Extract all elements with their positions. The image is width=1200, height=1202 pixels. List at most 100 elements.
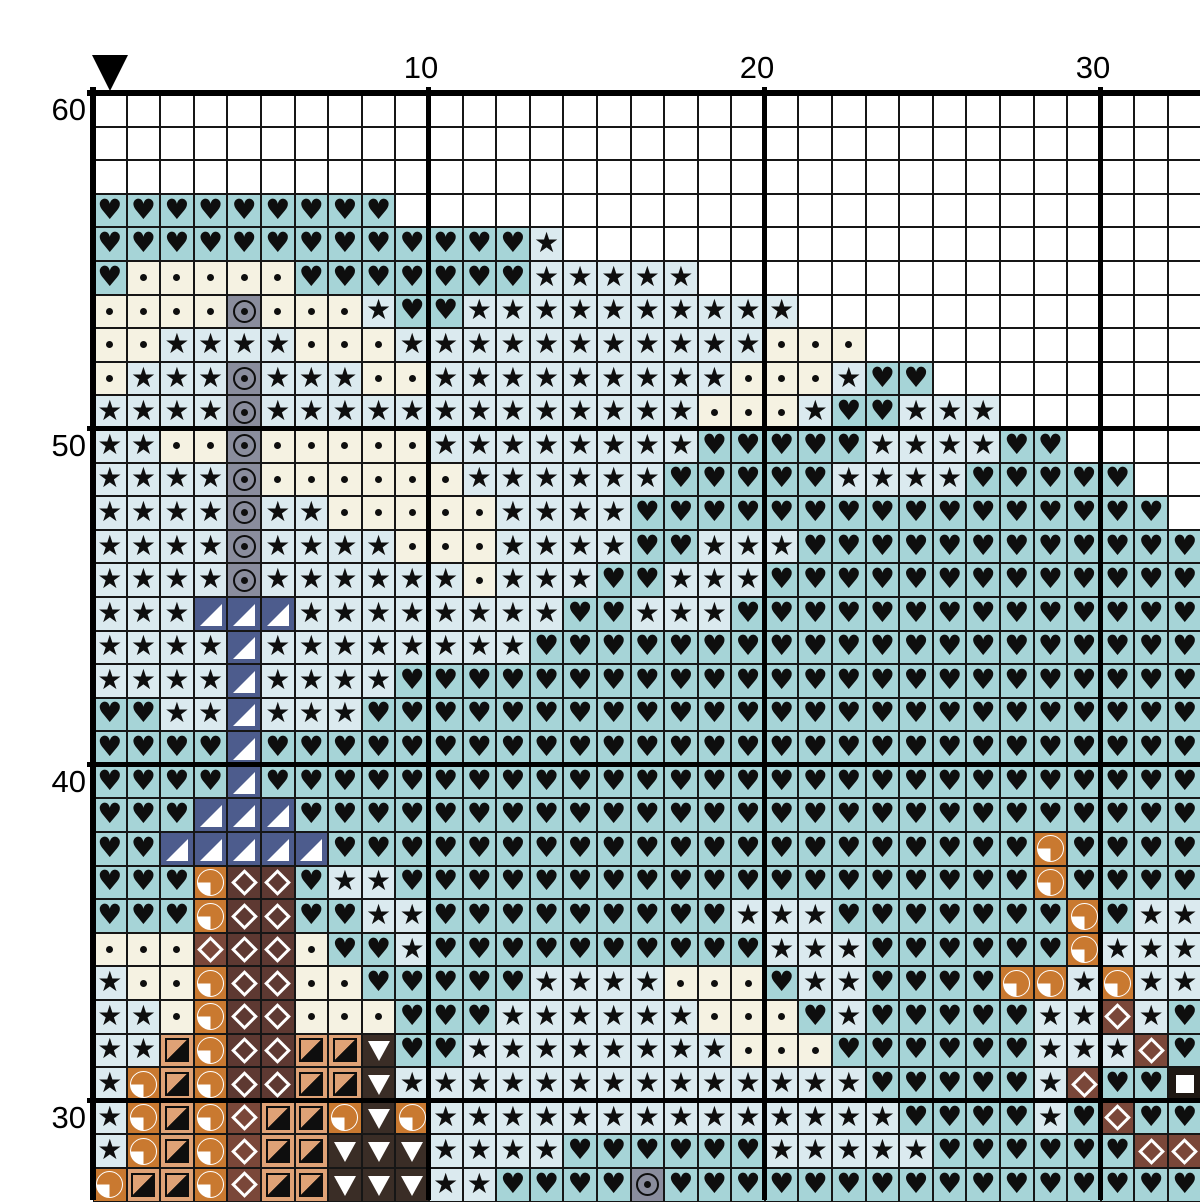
heart-symbol-icon: ♥ bbox=[567, 832, 593, 864]
stitch-cell-star: ★ bbox=[126, 1000, 161, 1034]
stitch-cell-star: ★ bbox=[697, 328, 732, 362]
stitch-cell-empty bbox=[1100, 328, 1135, 362]
quarter-circle-symbol-icon bbox=[1003, 969, 1031, 997]
quarter-circle-symbol-icon bbox=[129, 1104, 157, 1132]
stitch-cell-empty bbox=[798, 93, 833, 127]
stitch-cell-star: ★ bbox=[160, 361, 194, 396]
heart-symbol-icon: ♥ bbox=[466, 865, 492, 898]
stitch-cell-dot bbox=[126, 966, 161, 1001]
heart-symbol-icon: ♥ bbox=[1138, 596, 1164, 629]
stitch-cell-star: ★ bbox=[496, 1067, 530, 1101]
stitch-cell-heart: ♥ bbox=[1067, 664, 1101, 698]
star-symbol-icon: ★ bbox=[802, 1134, 828, 1167]
dot-symbol-icon bbox=[442, 475, 450, 483]
heart-symbol-icon: ♥ bbox=[668, 1168, 694, 1200]
stitch-cell-heart: ♥ bbox=[731, 428, 765, 463]
stitch-cell-star: ★ bbox=[832, 361, 866, 396]
stitch-cell-heart: ♥ bbox=[865, 529, 900, 564]
stitch-cell-star: ★ bbox=[697, 361, 732, 396]
heart-symbol-icon: ♥ bbox=[130, 227, 156, 260]
heart-symbol-icon: ♥ bbox=[567, 1134, 593, 1167]
stitch-cell-heart: ♥ bbox=[798, 1000, 833, 1034]
heart-symbol-icon: ♥ bbox=[97, 193, 123, 226]
stitch-cell-down-triangle bbox=[395, 1134, 429, 1168]
stitch-cell-star: ★ bbox=[260, 529, 295, 564]
stitch-cell-star: ★ bbox=[1134, 1000, 1168, 1034]
heart-symbol-icon: ♥ bbox=[365, 966, 392, 999]
stitch-cell-empty bbox=[1134, 93, 1168, 127]
heart-symbol-icon: ♥ bbox=[869, 664, 895, 696]
stitch-cell-star: ★ bbox=[462, 1033, 497, 1068]
heart-symbol-icon: ♥ bbox=[365, 193, 392, 226]
stitch-cell-quarter-circle bbox=[1067, 899, 1101, 933]
stitch-cell-star: ★ bbox=[630, 260, 665, 295]
stitch-cell-heart: ♥ bbox=[428, 798, 463, 833]
star-symbol-icon: ★ bbox=[1138, 899, 1164, 932]
open-diamond-red-symbol-icon bbox=[230, 1171, 258, 1199]
stitch-cell-empty bbox=[361, 160, 396, 194]
stitch-cell-heart: ♥ bbox=[496, 798, 530, 833]
star-symbol-icon: ★ bbox=[668, 260, 694, 293]
stitch-cell-dot bbox=[294, 294, 329, 329]
heart-symbol-icon: ♥ bbox=[869, 563, 895, 596]
stitch-cell-white-corner-triangle bbox=[193, 596, 228, 631]
heart-symbol-icon: ♥ bbox=[769, 865, 795, 898]
dot-symbol-icon bbox=[408, 509, 416, 517]
stitch-cell-heart: ♥ bbox=[764, 428, 799, 463]
open-diamond-symbol-icon bbox=[230, 1036, 258, 1064]
quarter-circle-symbol-icon bbox=[197, 1137, 225, 1165]
heart-symbol-icon: ♥ bbox=[399, 798, 425, 831]
stitch-cell-star: ★ bbox=[596, 260, 631, 295]
stitch-cell-heart: ♥ bbox=[932, 764, 967, 799]
stitch-cell-heart: ♥ bbox=[1067, 764, 1101, 799]
stitch-cell-half-black-square bbox=[160, 1168, 194, 1202]
stitch-cell-star: ★ bbox=[126, 395, 161, 429]
stitch-cell-empty bbox=[294, 126, 329, 161]
star-symbol-icon: ★ bbox=[601, 1033, 627, 1066]
stitch-cell-star: ★ bbox=[764, 932, 799, 967]
stitch-cell-heart: ♥ bbox=[899, 1168, 933, 1202]
stitch-cell-heart: ♥ bbox=[1134, 630, 1168, 665]
heart-symbol-icon: ♥ bbox=[836, 496, 862, 528]
star-symbol-icon: ★ bbox=[399, 328, 425, 360]
stitch-cell-heart: ♥ bbox=[1067, 529, 1101, 564]
heart-symbol-icon: ♥ bbox=[1138, 529, 1164, 562]
stitch-cell-heart: ♥ bbox=[798, 731, 833, 765]
heart-symbol-icon: ♥ bbox=[869, 496, 895, 528]
stitch-cell-star: ★ bbox=[294, 395, 329, 429]
stitch-cell-down-triangle bbox=[361, 1067, 396, 1101]
star-symbol-icon: ★ bbox=[634, 1100, 660, 1133]
heart-symbol-icon: ♥ bbox=[668, 529, 694, 562]
stitch-cell-heart: ♥ bbox=[126, 865, 161, 900]
stitch-cell-heart: ♥ bbox=[529, 764, 564, 799]
stitch-cell-star: ★ bbox=[630, 294, 665, 329]
stitch-cell-heart: ♥ bbox=[966, 697, 1001, 732]
stitch-cell-quarter-circle bbox=[193, 1033, 228, 1068]
stitch-cell-half-black-square bbox=[294, 1168, 329, 1202]
white-corner-triangle-symbol-icon bbox=[266, 805, 289, 828]
dot-symbol-icon bbox=[307, 307, 315, 315]
stitch-cell-heart: ♥ bbox=[496, 1168, 530, 1202]
stitch-cell-empty bbox=[899, 160, 933, 194]
stitch-cell-heart: ♥ bbox=[798, 462, 833, 497]
stitch-cell-heart: ♥ bbox=[899, 731, 933, 765]
star-symbol-icon: ★ bbox=[332, 395, 358, 428]
heart-symbol-icon: ♥ bbox=[1105, 697, 1131, 730]
stitch-cell-half-black-square bbox=[126, 1168, 161, 1202]
stitch-cell-heart: ♥ bbox=[764, 462, 799, 497]
stitch-cell-star: ★ bbox=[328, 697, 362, 732]
heart-symbol-icon: ♥ bbox=[1037, 764, 1063, 797]
stitch-cell-star: ★ bbox=[932, 428, 967, 463]
stitch-cell-star: ★ bbox=[260, 395, 295, 429]
quarter-circle-symbol-icon bbox=[331, 1104, 359, 1132]
stitch-cell-heart: ♥ bbox=[596, 798, 631, 833]
stitch-cell-star: ★ bbox=[630, 462, 665, 497]
stitch-cell-heart: ♥ bbox=[899, 1033, 933, 1068]
heart-symbol-icon: ♥ bbox=[836, 832, 862, 864]
stitch-cell-heart: ♥ bbox=[529, 865, 564, 900]
heart-symbol-icon: ♥ bbox=[970, 1000, 996, 1032]
column-ruler-number: 20 bbox=[739, 50, 775, 85]
stitch-cell-open-diamond bbox=[227, 865, 261, 900]
stitch-cell-star: ★ bbox=[664, 1033, 698, 1068]
heart-symbol-icon: ♥ bbox=[937, 731, 963, 764]
